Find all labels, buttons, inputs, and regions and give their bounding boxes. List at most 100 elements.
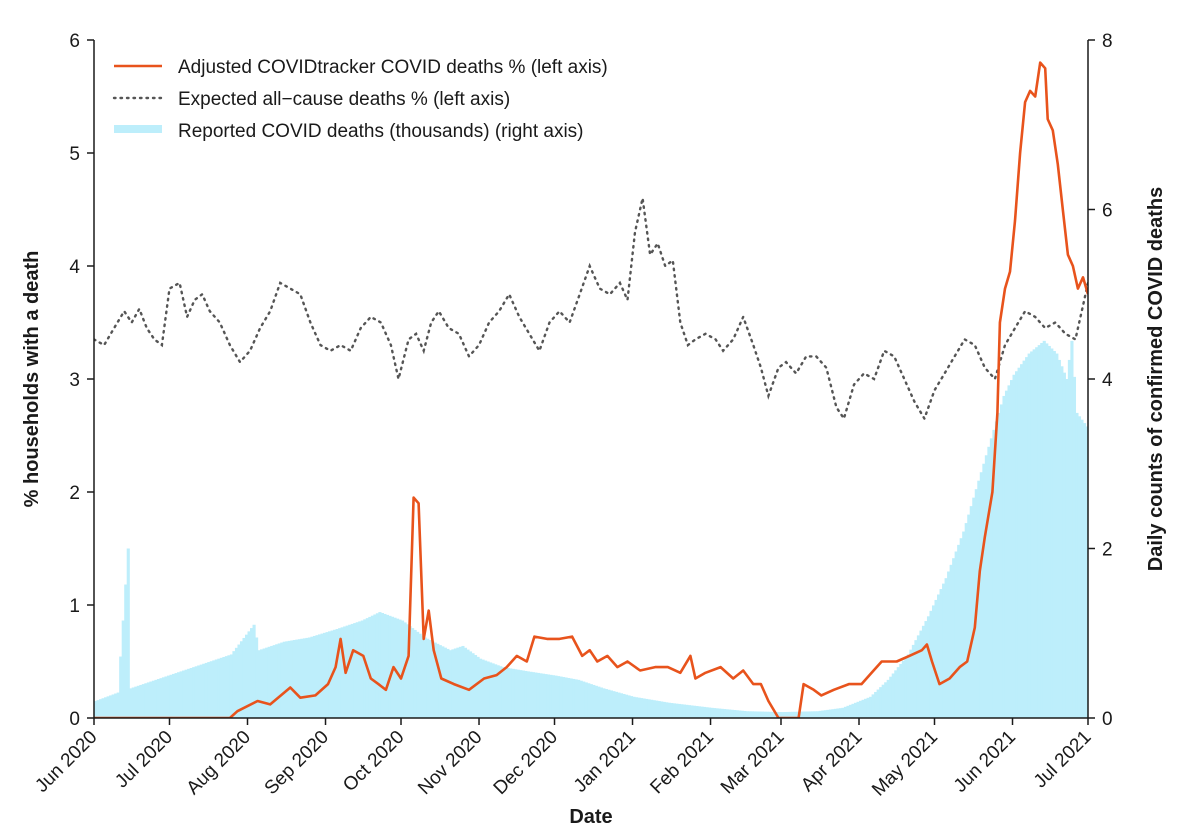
bar-reported-deaths [874,691,878,718]
bar-reported-deaths [562,677,566,718]
bar-reported-deaths [745,711,749,718]
bar-reported-deaths [984,455,988,718]
bar-reported-deaths [312,635,317,718]
bar-reported-deaths [637,697,641,718]
bar-reported-deaths [582,681,586,718]
bar-reported-deaths [509,668,513,718]
bar-reported-deaths [526,671,530,718]
bar-reported-deaths [114,693,118,718]
bar-reported-deaths [546,674,551,718]
bar-reported-deaths [458,646,463,718]
bar-reported-deaths [982,463,986,718]
bar-reported-deaths [368,616,372,718]
bar-reported-deaths [879,687,883,718]
bar-reported-deaths [328,631,332,718]
bar-reported-deaths [541,673,546,718]
bar-reported-deaths [476,656,480,718]
bar-reported-deaths [262,648,266,718]
bar-reported-deaths [244,634,249,718]
bar-reported-deaths [237,644,241,718]
bar-reported-deaths [156,679,161,718]
bar-reported-deaths [1035,347,1039,718]
bar-reported-deaths [1032,349,1036,718]
y-right-tick-label: 8 [1102,31,1113,52]
line-adjusted-deaths [94,61,1088,718]
bar-reported-deaths [182,670,186,718]
bar-reported-deaths [584,682,588,718]
x-tick-label: Jun 2021 [950,727,1020,797]
bar-reported-deaths [899,663,903,718]
bar-reported-deaths [436,643,440,718]
bar-reported-deaths [796,711,800,718]
bar-reported-deaths [589,684,593,718]
bar-reported-deaths [743,710,747,718]
bar-reported-deaths [1012,374,1016,718]
x-tick-label: Nov 2020 [414,727,486,799]
bar-reported-deaths [821,710,825,718]
bar-reported-deaths [763,711,767,718]
x-tick-label: Apr 2021 [797,727,866,796]
bar-reported-deaths [1025,357,1029,718]
bar-reported-deaths [632,696,636,718]
bar-reported-deaths [977,480,981,718]
x-axis: Jun 2020 Jul 2020 Aug 2020 Sep 2020 Oct 2020… [31,717,1096,801]
legend: Adjusted COVIDtracker COVID deaths % (le… [112,57,608,142]
bar-reported-deaths [682,704,686,718]
bar-reported-deaths [886,679,890,718]
bar-reported-deaths [833,708,837,718]
bar-reported-deaths [967,514,971,718]
bar-reported-deaths [252,624,256,718]
bar-reported-deaths [791,711,795,718]
bar-reported-deaths [232,651,236,718]
y-left-tick-label: 1 [69,596,80,617]
bar-reported-deaths [468,651,473,718]
bar-reported-deaths [617,692,621,718]
bar-reported-deaths [1020,364,1024,718]
bar-reported-deaths [579,680,583,718]
bar-reported-deaths [725,709,729,718]
bar-reported-deaths [250,628,254,718]
bar-reported-deaths [640,698,644,718]
bar-reported-deaths [197,665,201,718]
bar-reported-deaths [1080,419,1084,718]
bar-reported-deaths [685,704,689,718]
bar-reported-deaths [979,472,983,718]
bar-reported-deaths [119,656,123,718]
bar-reported-deaths [428,640,432,718]
bar-reported-deaths [564,677,568,718]
bar-reported-deaths [96,700,100,718]
bar-reported-deaths [871,694,875,718]
bar-reported-deaths [209,661,213,718]
bar-reported-deaths [363,619,367,718]
bar-reported-deaths [876,689,880,718]
bar-reported-deaths [106,696,110,718]
bar-reported-deaths [728,709,732,718]
bar-reported-deaths [964,523,968,718]
legend-label-expected: Expected all−cause deaths % (left axis) [178,89,510,110]
bar-reported-deaths [310,636,314,718]
bars-reported-deaths [94,340,1088,718]
bar-reported-deaths [672,703,676,718]
bar-reported-deaths [504,667,508,718]
bar-reported-deaths [818,710,822,718]
x-tick-label: Sep 2020 [261,727,333,799]
y-right-tick-label: 0 [1102,709,1113,730]
bar-reported-deaths [599,687,603,718]
bar-reported-deaths [202,663,206,718]
y-right-tick-label: 2 [1102,540,1113,561]
bar-reported-deaths [1052,351,1056,718]
bar-reported-deaths [169,674,173,718]
bar-reported-deaths [466,649,470,718]
bar-reported-deaths [690,705,694,718]
bar-reported-deaths [816,711,820,718]
bar-reported-deaths [179,671,183,718]
bar-reported-deaths [1007,385,1011,718]
bar-reported-deaths [859,700,863,718]
bar-reported-deaths [929,610,933,718]
bar-reported-deaths [652,700,656,718]
bar-reported-deaths [778,712,782,718]
bar-reported-deaths [551,675,556,718]
bar-reported-deaths [813,711,817,718]
bar-reported-deaths [567,677,571,718]
bar-reported-deaths [325,632,329,718]
